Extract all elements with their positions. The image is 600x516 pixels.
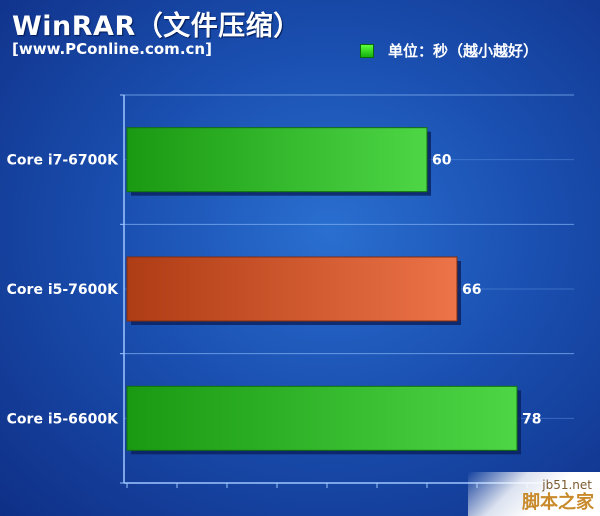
category-label: Core i5-6600K — [7, 411, 119, 427]
bar-3 — [126, 385, 518, 451]
bar-1 — [126, 127, 428, 193]
value-label: 60 — [432, 153, 452, 169]
chart-subtitle: [www.PConline.com.cn] — [12, 40, 212, 58]
legend-label: 单位：秒（越小越好） — [388, 42, 539, 60]
watermark: jb51.net 脚本之家 — [468, 472, 600, 516]
bar-2 — [126, 256, 458, 322]
legend-swatch — [360, 43, 374, 58]
value-label: 78 — [522, 411, 541, 427]
value-label: 66 — [462, 282, 481, 298]
legend: 单位：秒（越小越好） — [360, 40, 538, 61]
category-label: Core i7-6700K — [7, 153, 119, 169]
chart-title: WinRAR（文件压缩） — [12, 11, 301, 42]
watermark-name: 脚本之家 — [522, 492, 594, 513]
watermark-site: jb51.net — [542, 478, 592, 492]
category-label: Core i5-7600K — [7, 282, 119, 298]
